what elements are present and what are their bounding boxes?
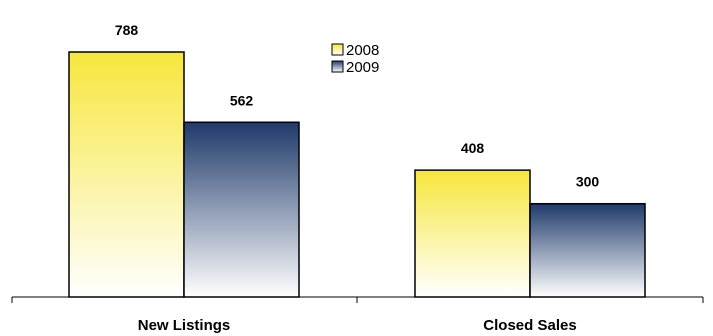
bars-group: 788 562 408 300 xyxy=(68,22,646,298)
bar-new-listings-2008 xyxy=(68,51,185,298)
category-label-new-listings: New Listings xyxy=(138,317,231,334)
x-axis xyxy=(11,296,704,303)
data-label-closed-sales-2008: 408 xyxy=(461,140,485,156)
category-labels: New Listings Closed Sales xyxy=(138,317,577,334)
category-label-closed-sales: Closed Sales xyxy=(483,317,576,334)
data-label-new-listings-2008: 788 xyxy=(115,22,139,38)
data-label-new-listings-2009: 562 xyxy=(230,92,254,108)
legend-swatch-2008 xyxy=(331,43,344,56)
bar-closed-sales-2009 xyxy=(529,202,646,298)
legend-swatch-2009 xyxy=(331,60,344,73)
bar-closed-sales-2008 xyxy=(414,169,531,298)
bar-new-listings-2009 xyxy=(183,121,300,298)
legend-label-2008: 2008 xyxy=(346,42,379,59)
data-label-closed-sales-2009: 300 xyxy=(576,174,600,190)
legend-label-2009: 2009 xyxy=(346,59,379,76)
